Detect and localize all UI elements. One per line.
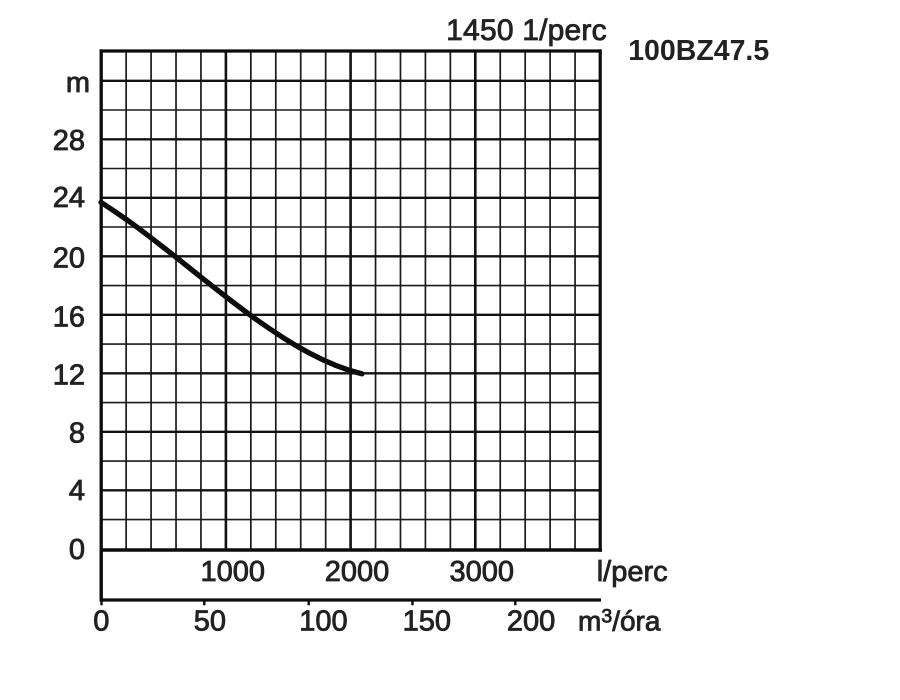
svg-text:4: 4	[69, 475, 85, 507]
svg-text:28: 28	[53, 125, 85, 157]
svg-text:2000: 2000	[325, 556, 390, 588]
svg-text:8: 8	[69, 417, 85, 449]
svg-text:0: 0	[93, 606, 109, 638]
svg-text:1000: 1000	[200, 556, 265, 588]
svg-text:200: 200	[507, 606, 555, 638]
svg-text:m: m	[66, 67, 90, 99]
svg-text:0: 0	[69, 534, 85, 566]
svg-text:100BZ47.5: 100BZ47.5	[628, 35, 769, 67]
svg-text:l/perc: l/perc	[597, 556, 668, 588]
svg-text:16: 16	[53, 301, 85, 333]
svg-text:24: 24	[53, 182, 85, 214]
svg-text:20: 20	[53, 242, 85, 274]
svg-text:m3/óra: m3/óra	[578, 605, 661, 636]
svg-text:50: 50	[194, 606, 226, 638]
svg-text:1450 1/perc: 1450 1/perc	[446, 14, 607, 47]
svg-text:100: 100	[299, 606, 347, 638]
svg-text:12: 12	[53, 359, 85, 391]
svg-text:150: 150	[403, 606, 451, 638]
svg-text:3000: 3000	[450, 556, 515, 588]
